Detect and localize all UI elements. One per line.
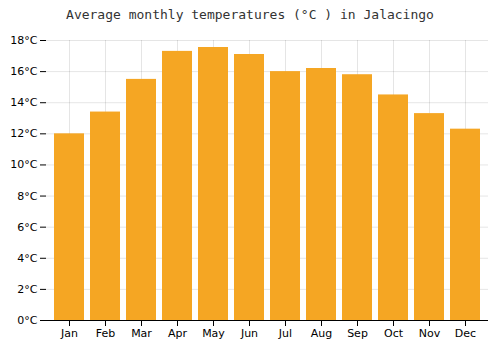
svg-text:Dec: Dec xyxy=(455,327,476,340)
html-text:Average monthly temperatures (: Average monthly temperatures (°C ) in Ja… xyxy=(66,7,434,22)
svg-text:8°C: 8°C xyxy=(17,190,37,203)
svg-text:6°C: 6°C xyxy=(17,221,37,234)
svg-text:Apr: Apr xyxy=(168,327,188,340)
svg-text:12°C: 12°C xyxy=(10,127,37,140)
svg-text:Oct: Oct xyxy=(384,327,404,340)
svg-text:Feb: Feb xyxy=(96,327,115,340)
svg-text:2°C: 2°C xyxy=(17,283,37,296)
svg-text:Aug: Aug xyxy=(311,327,332,340)
svg-text:Nov: Nov xyxy=(419,327,441,340)
svg-text:Jan: Jan xyxy=(60,327,78,340)
svg-text:10°C: 10°C xyxy=(10,158,37,171)
svg-text:0°C: 0°C xyxy=(17,314,37,327)
svg-text:16°C: 16°C xyxy=(10,65,37,78)
svg-text:Sep: Sep xyxy=(347,327,368,340)
svg-text:Mar: Mar xyxy=(131,327,152,340)
svg-text:14°C: 14°C xyxy=(10,96,37,109)
svg-text:18°C: 18°C xyxy=(10,34,37,47)
svg-text:May: May xyxy=(202,327,225,340)
svg-text:4°C: 4°C xyxy=(17,252,37,265)
svg-text:Jul: Jul xyxy=(278,327,292,340)
svg-text:Jun: Jun xyxy=(240,327,258,340)
